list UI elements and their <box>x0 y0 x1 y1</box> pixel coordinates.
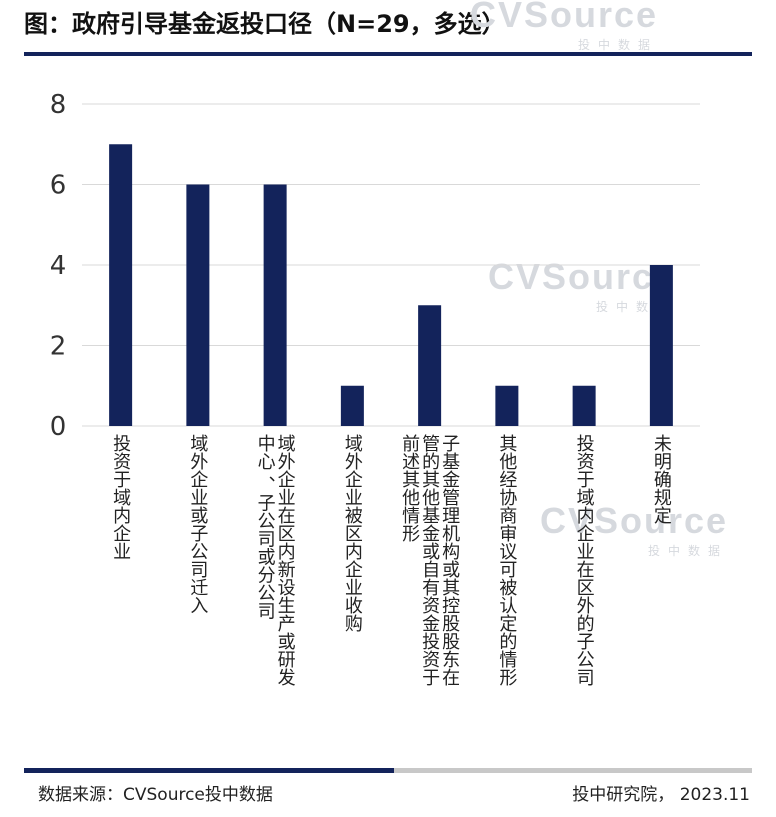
bar <box>340 385 364 426</box>
x-tick-label: 域外企业或子公司迁入 <box>187 434 208 614</box>
y-tick-label: 0 <box>50 412 67 442</box>
bar <box>109 144 133 426</box>
y-tick-label: 2 <box>50 332 67 362</box>
x-tick-label: 子基金管理机构或其控股股东在 <box>439 434 460 686</box>
bar <box>186 184 210 426</box>
bar <box>418 305 442 426</box>
title-rule <box>24 52 752 56</box>
x-tick-label: 投资于域内企业在区外的子公司 <box>574 434 595 686</box>
bar <box>572 385 596 426</box>
y-tick-label: 6 <box>50 171 67 201</box>
chart-title: 图：政府引导基金返投口径（N=29，多选） <box>24 10 506 38</box>
y-tick-label: 8 <box>50 90 67 120</box>
x-tick-label: 中心 、子公司或分公司 <box>255 434 276 620</box>
x-tick-label: 前述其他情形 <box>399 434 420 542</box>
x-tick-label: 投资于域内企业 <box>110 434 131 560</box>
x-tick-label: 管的其他基金或自有资金投资于 <box>419 434 440 686</box>
bar <box>649 265 673 426</box>
source-note: 数据来源：CVSource投中数据 <box>38 785 273 805</box>
footer-rule-dark <box>24 768 394 773</box>
x-tick-label: 域外企业被区内企业收购 <box>342 434 363 633</box>
credit-note: 投中研究院， 2023.11 <box>572 785 750 805</box>
x-tick-label: 未明确规定 <box>651 434 672 524</box>
y-tick-label: 4 <box>50 251 67 281</box>
footer-rule-light <box>394 768 752 773</box>
bar <box>263 184 287 426</box>
x-tick-label: 其他经协商审议可被认定的情形 <box>496 434 517 686</box>
bar <box>495 385 519 426</box>
x-tick-label: 域外企业在区内新设生产或研发 <box>275 434 296 686</box>
